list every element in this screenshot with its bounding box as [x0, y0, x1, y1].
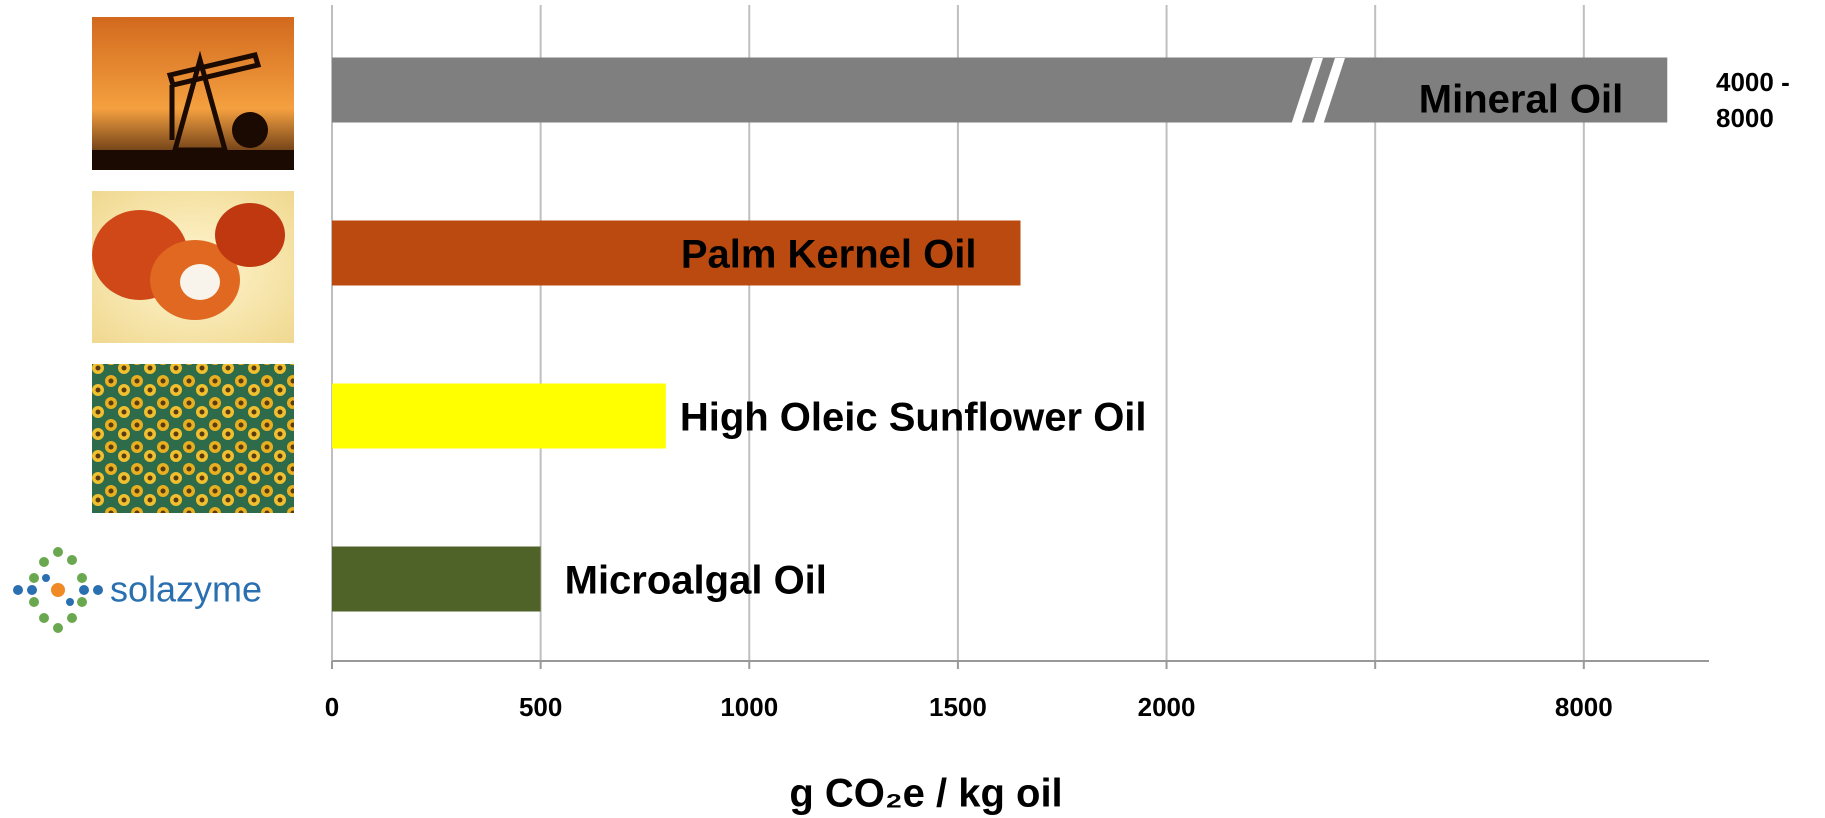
page: solazyme g CO₂e / kg oil 0 500 1000 1500 200…: [0, 0, 1825, 818]
chart: solazyme g CO₂e / kg oil 0 500 1000 1500 200…: [0, 0, 1825, 818]
bar: [332, 547, 541, 612]
bar: [332, 384, 666, 449]
x-axis-label: g CO₂e / kg oil: [789, 772, 1062, 816]
sunflower-photo: [92, 364, 294, 513]
x-tick-label: 0: [325, 692, 339, 722]
solazyme-logo: solazyme: [13, 547, 262, 633]
bar-label: High Oleic Sunflower Oil: [680, 396, 1147, 440]
oil-pump-photo: [92, 17, 294, 170]
bar-label: Palm Kernel Oil: [681, 233, 977, 277]
bar-label: Microalgal Oil: [565, 559, 827, 603]
bar-label: Mineral Oil: [1419, 78, 1624, 122]
x-tick-label: 2000: [1138, 692, 1196, 722]
x-tick-label: 8000: [1555, 692, 1613, 722]
x-tick-label: 1000: [720, 692, 778, 722]
logo-text: solazyme: [110, 569, 262, 610]
range-label: 4000 - 8000: [1716, 64, 1816, 136]
x-tick-label: 500: [519, 692, 562, 722]
x-tick-label: 1500: [929, 692, 987, 722]
palm-fruit-photo: [92, 191, 294, 343]
